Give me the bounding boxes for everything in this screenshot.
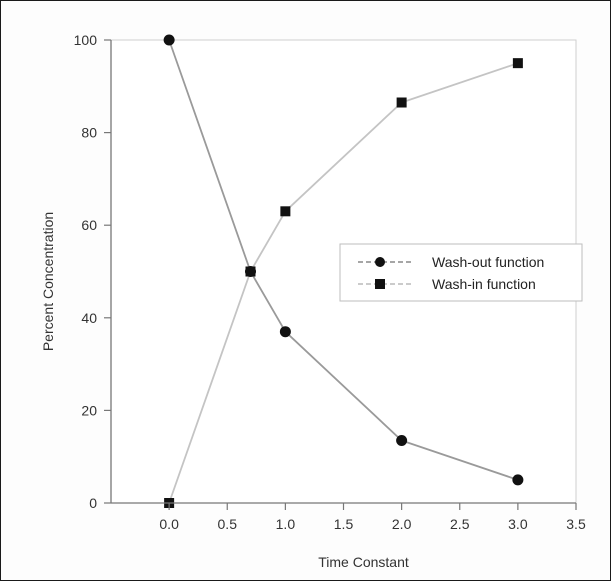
x-tick-label: 0.0 (159, 516, 179, 532)
wash-out-point (163, 34, 175, 46)
x-tick-label: 2.0 (392, 516, 412, 532)
wash-out-point (279, 326, 291, 338)
legend: Wash-out function Wash-in function (339, 243, 583, 302)
y-tick-label: 0 (89, 495, 97, 511)
y-axis-title: Percent Concentration (40, 212, 56, 351)
x-tick-label: 2.5 (450, 516, 470, 532)
x-tick-label: 0.5 (218, 516, 238, 532)
wash-in-point (512, 58, 523, 69)
legend-marker-square (375, 279, 385, 289)
x-tick-label: 3.0 (508, 516, 528, 532)
wash-out-point (512, 474, 524, 486)
y-tick-label: 80 (81, 125, 97, 141)
legend-label: Wash-out function (432, 254, 544, 270)
legend-label: Wash-in function (432, 276, 536, 292)
x-axis-title: Time Constant (318, 554, 409, 570)
axes-layer: 0 20 40 60 80 100 0.0 0.5 1.0 1.5 2.0 2.5 3.0 3.5 Time… (40, 32, 586, 570)
wash-out-point (396, 434, 408, 446)
y-tick-label: 100 (74, 32, 98, 48)
legend-marker-circle (375, 257, 385, 267)
wash-in-point (280, 206, 291, 217)
x-tick-label: 3.5 (566, 516, 586, 532)
y-tick-label: 20 (81, 402, 97, 418)
x-tick-label: 1.0 (276, 516, 296, 532)
legend-box (339, 243, 583, 302)
wash-in-point (245, 266, 256, 277)
y-tick-label: 40 (81, 310, 97, 326)
x-tick-label: 1.5 (334, 516, 354, 532)
wash-in-point (396, 97, 407, 108)
y-tick-label: 60 (81, 217, 97, 233)
